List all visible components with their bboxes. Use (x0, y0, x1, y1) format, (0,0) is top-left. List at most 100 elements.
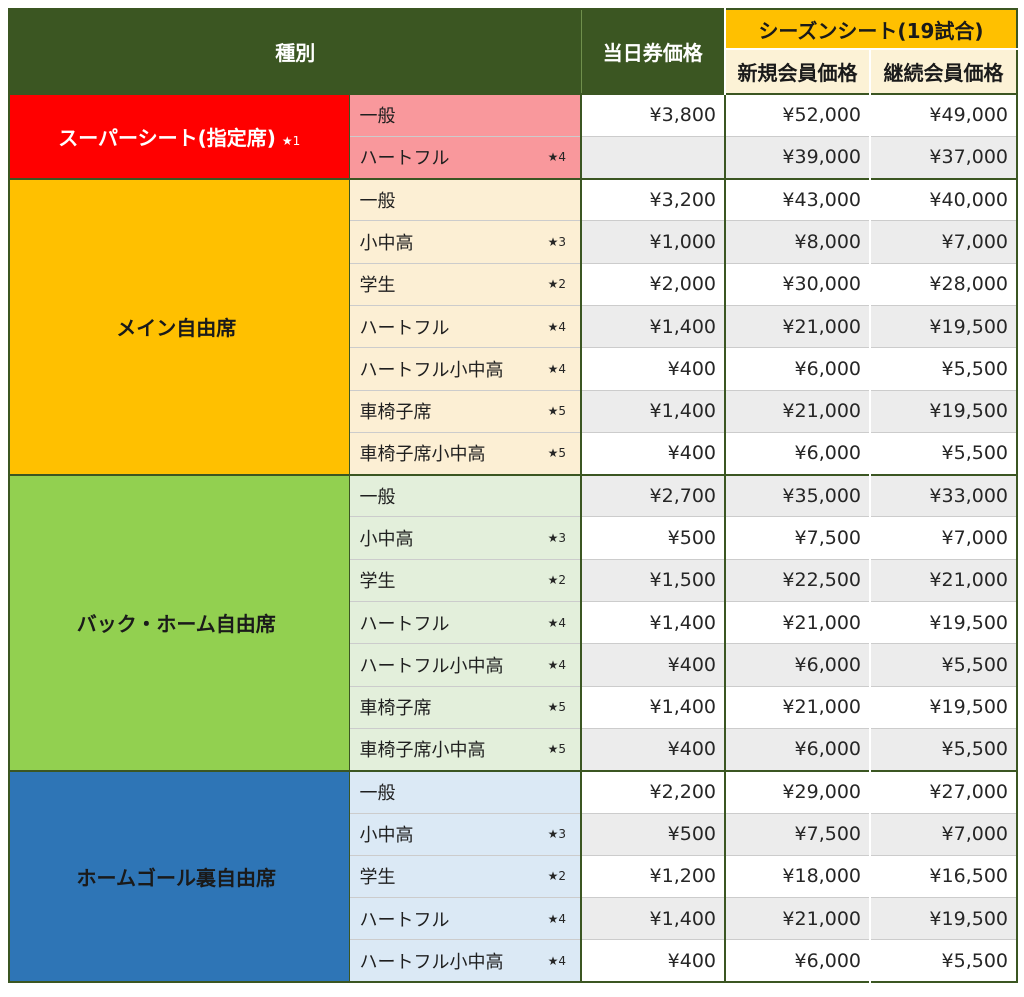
sub-category-label: ハートフル (359, 613, 450, 635)
sub-category-label: ハートフル (359, 317, 450, 339)
new-member-price-cell: ¥21,000 (725, 897, 870, 941)
new-member-price-cell: ¥6,000 (725, 728, 870, 772)
table-row: 学生 ★2 ¥1,500 ¥22,500 ¥21,000 (9, 559, 1017, 603)
header-category: 種別 (9, 9, 581, 94)
sub-category-cell: 小中高 ★3 (349, 813, 582, 856)
group-footnote: ★1 (281, 133, 301, 148)
sub-category-wrap: 小中高 ★3 (350, 814, 581, 855)
footnote-star: ★5 (547, 700, 566, 715)
sub-category-label: 学生 (359, 275, 396, 297)
sub-category-label: 小中高 (359, 825, 414, 847)
table-row: 車椅子席小中高 ★5 ¥400 ¥6,000 ¥5,500 (9, 728, 1017, 772)
table-row: ホームゴール裏自由席 一般 ¥2,200 ¥29,000 ¥27,000 (9, 769, 1017, 983)
sub-category-wrap: 一般 (350, 180, 581, 221)
renewal-member-price-cell: ¥19,500 (869, 390, 1017, 433)
footnote-star: ★4 (547, 615, 566, 630)
footnote-star: ★3 (547, 235, 566, 250)
day-price-cell: ¥1,000 (581, 220, 726, 264)
group-label: メイン自由席 (116, 316, 237, 341)
renewal-member-price-cell: ¥5,500 (869, 643, 1017, 687)
day-price-cell: ¥1,400 (581, 897, 726, 941)
new-member-price-cell: ¥21,000 (725, 601, 870, 645)
header-renewal-member-price: 継続会員価格 (869, 49, 1017, 94)
sub-category-label: ハートフル小中高 (359, 359, 504, 381)
sub-category-wrap: ハートフル小中高 ★4 (350, 940, 581, 981)
sub-category-wrap: 一般 (350, 772, 581, 813)
new-member-price-cell: ¥6,000 (725, 939, 870, 983)
day-price-cell: ¥400 (581, 643, 726, 687)
new-member-price-cell: ¥18,000 (725, 855, 870, 899)
sub-category-cell: 学生 ★2 (349, 855, 582, 899)
sub-category-wrap: ハートフル小中高 ★4 (350, 644, 581, 685)
renewal-member-price-cell: ¥5,500 (869, 728, 1017, 772)
group-label: スーパーシート(指定席) (58, 125, 276, 150)
renewal-member-price-cell: ¥5,500 (869, 347, 1017, 391)
sub-category-label: 一般 (359, 487, 396, 509)
sub-category-cell: ハートフル小中高 ★4 (349, 643, 582, 687)
table-row: ハートフル小中高 ★4 ¥400 ¥6,000 ¥5,500 (9, 347, 1017, 391)
header-season-seat: シーズンシート(19試合) (724, 9, 1017, 50)
table-row: ハートフル ★4 ¥1,400 ¥21,000 ¥19,500 (9, 305, 1017, 349)
sub-category-label: ハートフル (359, 909, 450, 931)
footnote-star: ★5 (547, 446, 566, 461)
table-row: 車椅子席小中高 ★5 ¥400 ¥6,000 ¥5,500 (9, 432, 1017, 476)
day-price-cell: ¥400 (581, 939, 726, 983)
renewal-member-price-cell: ¥40,000 (869, 177, 1017, 222)
renewal-member-price-cell: ¥37,000 (869, 136, 1017, 180)
day-price-cell: ¥2,200 (581, 769, 726, 814)
renewal-member-price-cell: ¥7,000 (869, 813, 1017, 856)
new-member-price-cell: ¥6,000 (725, 347, 870, 391)
sub-category-label: 一般 (359, 783, 396, 805)
sub-category-wrap: ハートフル ★4 (350, 602, 581, 643)
sub-category-wrap: 一般 (350, 95, 581, 136)
group-label: ホームゴール裏自由席 (76, 865, 276, 890)
table-body: スーパーシート(指定席) ★1 一般 ¥3,800 ¥52,000 ¥49,000 ハートフ… (9, 92, 1017, 983)
renewal-member-price-cell: ¥5,500 (869, 939, 1017, 983)
group-cell: ホームゴール裏自由席 (9, 769, 350, 983)
new-member-price-cell: ¥7,500 (725, 813, 870, 856)
sub-category-cell: 車椅子席小中高 ★5 (349, 728, 582, 772)
table-row: ハートフル小中高 ★4 ¥400 ¥6,000 ¥5,500 (9, 939, 1017, 983)
sub-category-label: 車椅子席 (359, 698, 432, 720)
sub-category-cell: 小中高 ★3 (349, 516, 582, 560)
renewal-member-price-cell: ¥27,000 (869, 769, 1017, 814)
sub-category-wrap: 学生 ★2 (350, 856, 581, 897)
day-price-cell: ¥3,800 (581, 92, 726, 137)
day-price-cell: ¥400 (581, 432, 726, 476)
sub-category-cell: 車椅子席小中高 ★5 (349, 432, 582, 476)
sub-category-wrap: ハートフル ★4 (350, 898, 581, 939)
sub-category-cell: ハートフル ★4 (349, 601, 582, 645)
group-cell: バック・ホーム自由席 (9, 473, 350, 771)
footnote-star: ★4 (547, 658, 566, 672)
table-row: スーパーシート(指定席) ★1 一般 ¥3,800 ¥52,000 ¥49,000 (9, 92, 1017, 179)
renewal-member-price-cell: ¥49,000 (869, 92, 1017, 137)
sub-category-label: 学生 (359, 571, 396, 593)
table-row: 学生 ★2 ¥2,000 ¥30,000 ¥28,000 (9, 263, 1017, 306)
table-header: 種別 当日券価格 シーズンシート(19試合) 新規会員価格 継続会員価格 (9, 9, 1017, 94)
sub-category-wrap: 車椅子席 ★5 (350, 687, 581, 728)
day-price-cell: ¥500 (581, 516, 726, 560)
new-member-price-cell: ¥52,000 (725, 92, 870, 137)
new-member-price-cell: ¥7,500 (725, 516, 870, 560)
footnote-star: ★2 (547, 573, 566, 588)
sub-category-label: 小中高 (359, 233, 414, 255)
new-member-price-cell: ¥29,000 (725, 769, 870, 814)
table-row: 車椅子席 ★5 ¥1,400 ¥21,000 ¥19,500 (9, 390, 1017, 433)
sub-category-wrap: ハートフル小中高 ★4 (350, 348, 581, 389)
sub-category-label: ハートフル小中高 (359, 656, 504, 677)
group-cell: メイン自由席 (9, 177, 350, 475)
new-member-price-cell: ¥43,000 (725, 177, 870, 222)
renewal-member-price-cell: ¥7,000 (869, 220, 1017, 264)
sub-category-wrap: ハートフル ★4 (350, 306, 581, 347)
table-row: 車椅子席 ★5 ¥1,400 ¥21,000 ¥19,500 (9, 686, 1017, 729)
sub-category-label: 小中高 (359, 529, 414, 551)
new-member-price-cell: ¥39,000 (725, 136, 870, 180)
sub-category-wrap: 車椅子席小中高 ★5 (350, 729, 581, 770)
sub-category-cell: ハートフル ★4 (349, 305, 582, 349)
sub-category-wrap: 小中高 ★3 (350, 517, 581, 558)
renewal-member-price-cell: ¥16,500 (869, 855, 1017, 899)
group-cell: スーパーシート(指定席) ★1 (9, 93, 350, 179)
new-member-price-cell: ¥8,000 (725, 220, 870, 264)
sub-category-label: ハートフル (359, 148, 450, 170)
